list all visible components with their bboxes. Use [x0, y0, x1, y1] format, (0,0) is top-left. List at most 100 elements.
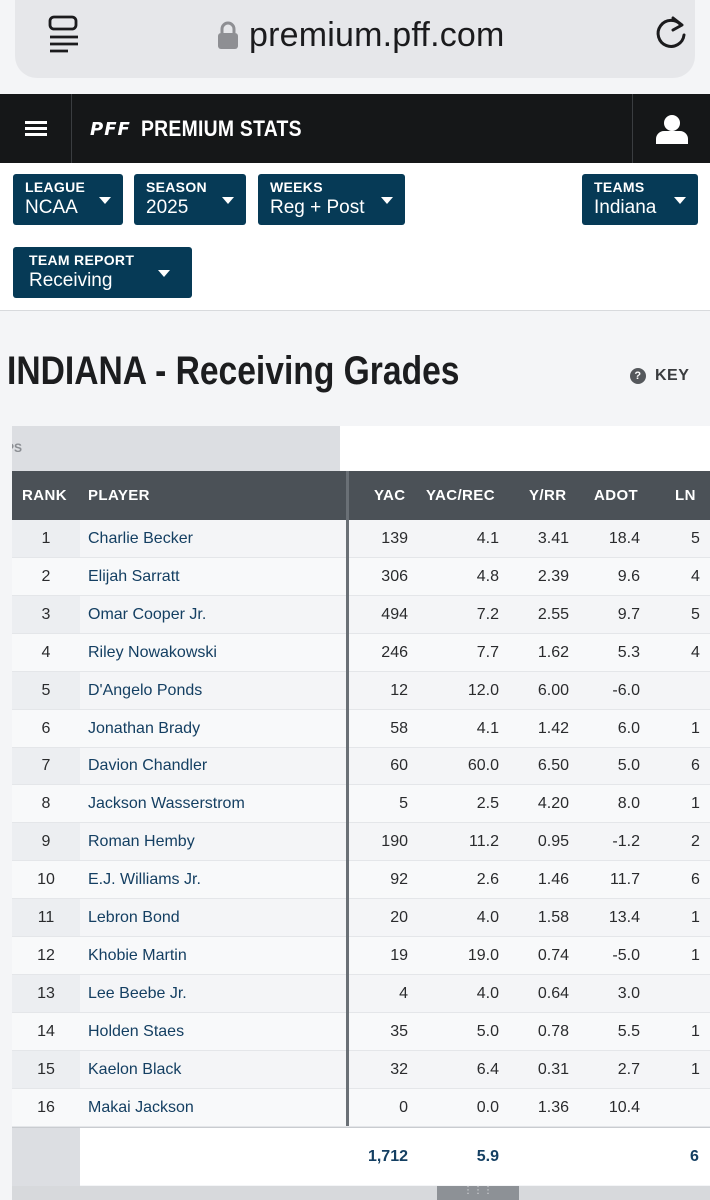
cell-yac: 139 [381, 530, 408, 547]
player-link[interactable]: Riley Nowakowski [88, 643, 217, 661]
league-dropdown[interactable]: LEAGUE NCAA [13, 174, 123, 225]
cell-yac: 190 [381, 833, 408, 851]
cell-rank: 6 [41, 719, 51, 737]
cell-yac-rec: 7.2 [476, 605, 499, 623]
weeks-dropdown[interactable]: WEEKS Reg + Post [258, 174, 405, 225]
player-link[interactable]: Roman Hemby [88, 833, 195, 851]
cell-yac: 20 [390, 909, 408, 926]
total-yac: 1,712 [367, 1148, 408, 1165]
player-link[interactable]: Khobie Martin [88, 946, 187, 964]
team-report-dropdown[interactable]: TEAM REPORT Receiving [13, 247, 192, 298]
cell-rank: 11 [37, 909, 55, 926]
header-yac[interactable]: YAC [374, 487, 406, 504]
column-group-row: PS [12, 426, 710, 471]
address-bar[interactable]: premium.pff.com [15, 0, 695, 78]
drag-handle-icon[interactable]: ⋮⋮⋮ [437, 1186, 519, 1200]
cell-adot: 13.4 [608, 909, 640, 926]
chevron-down-icon [222, 197, 234, 204]
table-row: 6 Jonathan Brady 58 4.1 1.42 6.0 1 [12, 709, 710, 748]
cell-yac-rec: 19.0 [467, 946, 499, 964]
cell-adot: 9.6 [617, 567, 640, 585]
cell-rank: 10 [37, 871, 55, 889]
cell-yac-rec: 4.0 [476, 984, 499, 1002]
table-row: 16 Makai Jackson 0 0.0 1.36 10.4 [12, 1088, 710, 1127]
cell-adot: -5.0 [612, 946, 640, 964]
player-link[interactable]: Davion Chandler [88, 757, 208, 775]
player-link[interactable]: Holden Staes [88, 1022, 185, 1040]
header-rank[interactable]: RANK [22, 487, 67, 504]
player-link[interactable]: Lebron Bond [88, 909, 180, 926]
cell-yac: 4 [399, 984, 408, 1002]
player-link[interactable]: Omar Cooper Jr. [88, 605, 207, 623]
cell-yac-rec: 4.1 [476, 719, 499, 737]
cell-y-rr: 6.50 [537, 757, 569, 775]
header-adot[interactable]: ADOT [594, 487, 639, 504]
title-row: INDIANA - Receiving Grades ? KEY [0, 311, 710, 421]
teams-label: TEAMS [594, 179, 645, 195]
player-link[interactable]: Jonathan Brady [88, 719, 201, 737]
cell-rank: 8 [41, 795, 51, 813]
reader-view-icon[interactable] [47, 14, 81, 54]
cell-rank: 15 [37, 1060, 55, 1078]
chevron-down-icon [99, 197, 111, 204]
user-icon[interactable] [632, 94, 710, 163]
player-link[interactable]: Makai Jackson [88, 1098, 194, 1116]
cell-lng: 1 [691, 719, 700, 737]
table-row: 3 Omar Cooper Jr. 494 7.2 2.55 9.7 5 [12, 596, 710, 634]
cell-yac: 246 [381, 643, 408, 661]
cell-yac: 494 [381, 605, 408, 623]
total-yac-rec: 5.9 [476, 1148, 499, 1165]
cell-y-rr: 0.31 [537, 1060, 569, 1078]
cell-adot: 2.7 [617, 1060, 640, 1078]
weeks-label: WEEKS [270, 179, 323, 195]
filter-panel: LEAGUE NCAA SEASON 2025 WEEKS Reg + Post… [0, 163, 710, 311]
player-link[interactable]: D'Angelo Ponds [88, 681, 203, 699]
cell-lng: 4 [691, 567, 700, 585]
hamburger-menu-icon[interactable] [0, 94, 72, 163]
cell-adot: -1.2 [612, 833, 640, 851]
cell-yac-rec: 60.0 [467, 757, 499, 775]
chevron-down-icon [674, 197, 686, 204]
player-link[interactable]: Lee Beebe Jr. [88, 984, 187, 1002]
cell-rank: 14 [37, 1022, 55, 1040]
cell-adot: 3.0 [617, 984, 640, 1002]
question-circle-icon: ? [630, 368, 646, 384]
total-lng: 6 [690, 1148, 699, 1165]
brand-title: PREMIUM STATS [140, 116, 302, 141]
cell-rank: 2 [41, 567, 51, 585]
cell-rank: 7 [41, 757, 51, 775]
cell-y-rr: 3.41 [537, 530, 569, 547]
cell-yac: 58 [390, 719, 408, 737]
key-label: KEY [655, 367, 690, 384]
header-yac-rec[interactable]: YAC/REC [426, 487, 495, 504]
header-player[interactable]: PLAYER [88, 487, 150, 504]
cell-lng: 1 [691, 1060, 700, 1078]
totals-rank-cell [12, 1128, 80, 1186]
teams-dropdown[interactable]: TEAMS Indiana [582, 174, 698, 225]
totals-row: 1,712 5.9 6 [12, 1127, 710, 1186]
player-link[interactable]: E.J. Williams Jr. [88, 871, 201, 889]
player-link[interactable]: Charlie Becker [88, 530, 193, 547]
season-dropdown[interactable]: SEASON 2025 [134, 174, 246, 225]
player-link[interactable]: Jackson Wasserstrom [88, 795, 245, 813]
player-link[interactable]: Kaelon Black [88, 1060, 182, 1078]
cell-y-rr: 1.58 [537, 909, 569, 926]
cell-lng: 4 [691, 643, 700, 661]
table-row: 8 Jackson Wasserstrom 5 2.5 4.20 8.0 1 [12, 785, 710, 824]
reload-icon[interactable] [651, 13, 691, 53]
header-lng[interactable]: LN [675, 487, 696, 504]
cell-yac-rec: 6.4 [476, 1060, 499, 1078]
header-y-rr[interactable]: Y/RR [529, 487, 567, 504]
player-link[interactable]: Elijah Sarratt [88, 567, 180, 585]
league-value: NCAA [25, 197, 78, 218]
horizontal-scrollbar[interactable]: ⋮⋮⋮ [12, 1186, 710, 1200]
cell-lng: 1 [691, 946, 700, 964]
cell-adot: 8.0 [617, 795, 640, 813]
key-button[interactable]: ? KEY [630, 367, 689, 385]
brand[interactable]: PFF PREMIUM STATS [90, 114, 324, 144]
cell-lng: 5 [691, 605, 700, 623]
table-header: RANK PLAYER YAC YAC/REC Y/RR ADOT LN [12, 471, 710, 520]
table-row: 10 E.J. Williams Jr. 92 2.6 1.46 11.7 6 [12, 861, 710, 900]
cell-lng: 5 [691, 530, 700, 547]
url-text[interactable]: premium.pff.com [249, 16, 505, 54]
